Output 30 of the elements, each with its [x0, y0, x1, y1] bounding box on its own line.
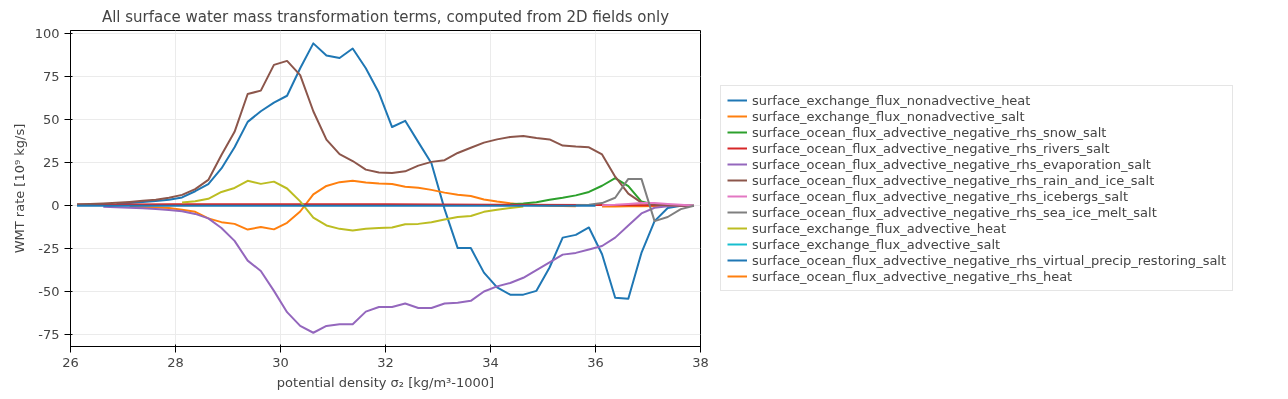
- legend-label: surface_ocean_flux_advective_negative_rhs_rivers_salt: [752, 140, 1110, 156]
- y-tick-label: 0: [51, 198, 60, 214]
- x-tick-label: 30: [272, 354, 289, 370]
- legend-label: surface_exchange_flux_nonadvective_heat: [752, 92, 1031, 108]
- legend-label: surface_ocean_flux_advective_negative_rhs_icebergs_salt: [752, 188, 1129, 204]
- y-tick-label: 100: [34, 26, 60, 42]
- legend-label: surface_ocean_flux_advective_negative_rhs_evaporation_salt: [752, 156, 1151, 172]
- legend-label: surface_exchange_flux_nonadvective_salt: [752, 108, 1025, 124]
- y-tick-label: 75: [42, 69, 60, 85]
- chart-title: All surface water mass transformation terms, computed from 2D fields only: [101, 7, 670, 26]
- y-axis-title: WMT rate [10⁹ kg/s]: [11, 123, 27, 254]
- legend-label: surface_exchange_flux_advective_heat: [752, 220, 1007, 236]
- y-tick-label: -25: [38, 241, 60, 257]
- legend-label: surface_ocean_flux_advective_negative_rhs_rain_and_ice_salt: [752, 172, 1155, 188]
- x-tick-label: 34: [482, 354, 499, 370]
- y-tick-label: -75: [38, 326, 60, 342]
- legend-label: surface_exchange_flux_advective_salt: [752, 236, 1001, 252]
- x-tick-label: 32: [377, 354, 394, 370]
- x-tick-label: 36: [587, 354, 604, 370]
- legend-label: surface_ocean_flux_advective_negative_rhs_virtual_precip_restoring_salt: [752, 252, 1227, 268]
- legend-label: surface_ocean_flux_advective_negative_rhs_heat: [752, 268, 1073, 284]
- y-tick-label: 25: [42, 155, 60, 171]
- x-tick-label: 28: [167, 354, 184, 370]
- y-tick-label: -50: [38, 284, 60, 300]
- legend-label: surface_ocean_flux_advective_negative_rhs_sea_ice_melt_salt: [752, 204, 1157, 220]
- x-tick-label: 26: [62, 354, 79, 370]
- x-tick-label: 38: [692, 354, 709, 370]
- x-axis-title: potential density σ₂ [kg/m³-1000]: [276, 374, 495, 390]
- y-tick-label: 50: [42, 112, 60, 128]
- legend-label: surface_ocean_flux_advective_negative_rhs_snow_salt: [752, 124, 1107, 140]
